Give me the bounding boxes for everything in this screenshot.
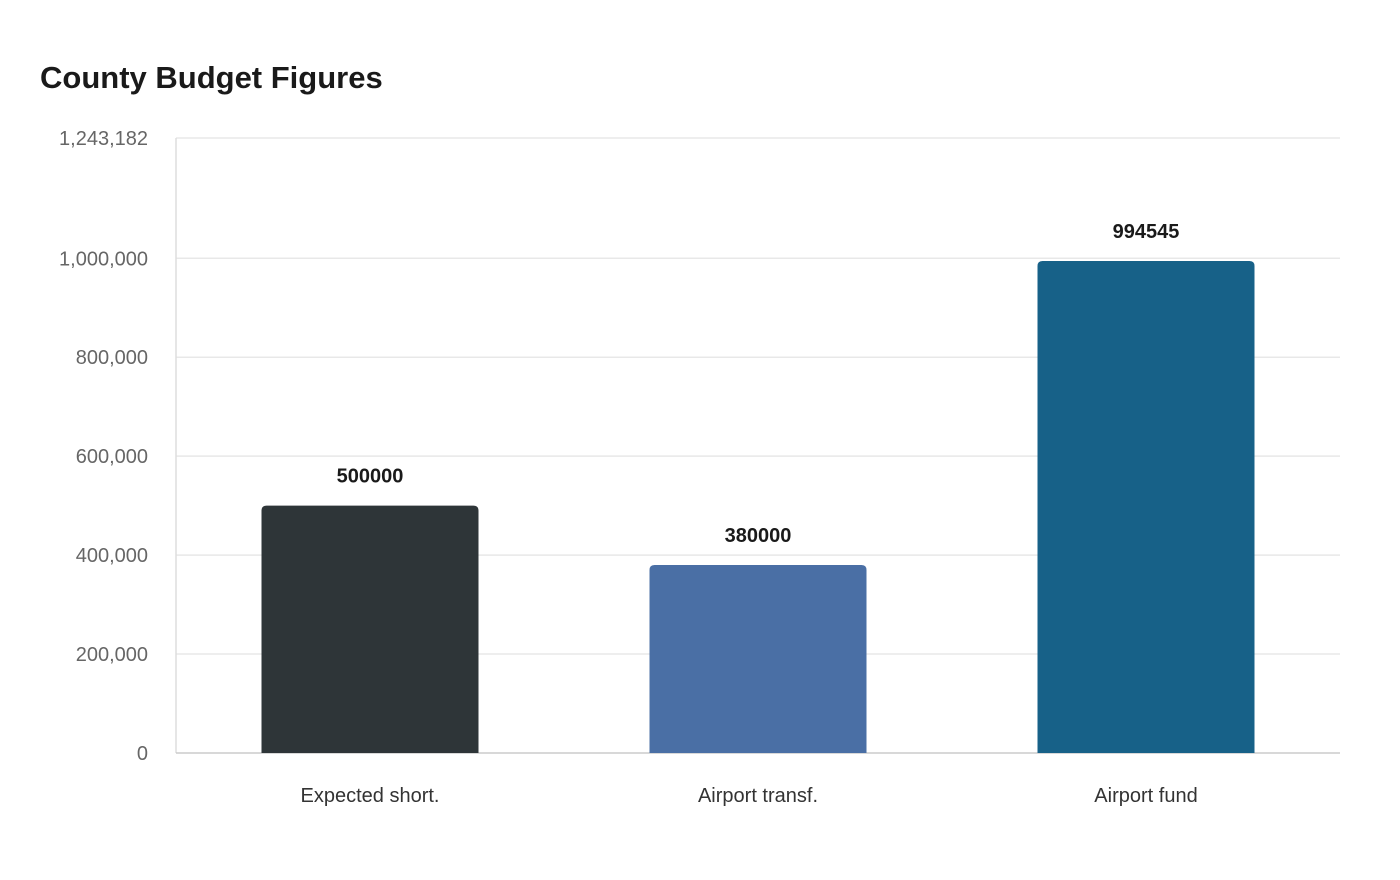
x-category-label: Airport fund (1094, 785, 1197, 807)
x-category-label: Expected short. (301, 785, 440, 807)
x-category-label: Airport transf. (698, 785, 818, 807)
y-tick-label: 1,243,182 (59, 128, 148, 150)
bar (649, 565, 867, 753)
y-tick-label: 400,000 (76, 545, 148, 567)
data-labels: 500000 380000 994545 (337, 221, 1180, 547)
bar (261, 505, 479, 753)
y-tick-label: 600,000 (76, 446, 148, 468)
bar-value-label: 500000 (337, 466, 404, 488)
x-axis-categories: Expected short. Airport transf. Airport fu… (301, 785, 1198, 807)
chart-title: County Budget Figures (40, 60, 383, 95)
y-tick-label: 0 (137, 743, 148, 765)
bars (261, 261, 1255, 753)
bar-value-label: 994545 (1113, 221, 1180, 243)
y-axis-ticks: 0 200,000 400,000 600,000 800,000 1,000,000 1,… (59, 128, 148, 765)
bar (1037, 261, 1255, 753)
y-tick-label: 1,000,000 (59, 248, 148, 270)
y-tick-label: 200,000 (76, 644, 148, 666)
bar-value-label: 380000 (725, 525, 792, 547)
y-tick-label: 800,000 (76, 347, 148, 369)
